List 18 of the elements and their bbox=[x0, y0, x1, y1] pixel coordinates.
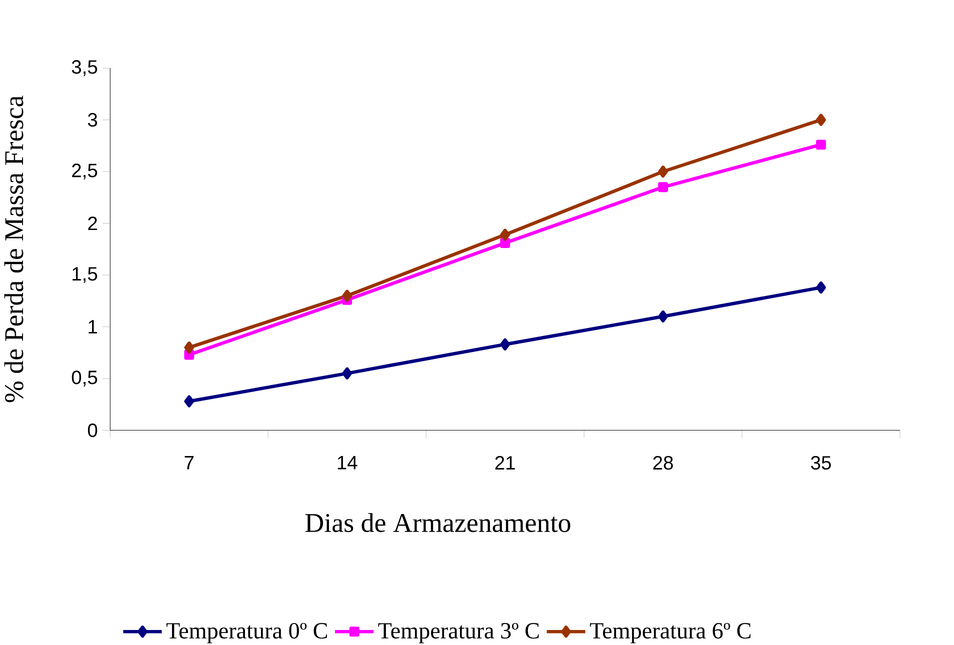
x-axis-title: Dias de Armazenamento bbox=[305, 512, 570, 532]
x-tick-label: 21 bbox=[495, 456, 515, 470]
x-tick-label: 14 bbox=[338, 456, 358, 470]
y-tick-label: 2,5 bbox=[72, 163, 98, 180]
legend-label: Temperatura 6º C bbox=[590, 622, 750, 644]
x-tick-label: 28 bbox=[653, 456, 673, 470]
y-tick-label: 3,5 bbox=[72, 60, 98, 76]
x-tick-label: 35 bbox=[811, 456, 831, 470]
y-tick-label: 1 bbox=[88, 320, 97, 334]
y-tick-label: 1,5 bbox=[72, 266, 98, 283]
legend-label: Temperatura 3º C bbox=[378, 622, 539, 644]
x-tick-label: 7 bbox=[184, 456, 194, 470]
y-tick-label: 2 bbox=[88, 216, 97, 230]
y-axis-title: % de Perda de Massa Fresca bbox=[4, 95, 24, 402]
y-tick-label: 0 bbox=[88, 423, 98, 437]
y-tick-label: 3 bbox=[88, 112, 98, 126]
y-tick-label: 0,5 bbox=[72, 370, 98, 386]
legend-label: Temperatura 0º C bbox=[166, 622, 327, 644]
